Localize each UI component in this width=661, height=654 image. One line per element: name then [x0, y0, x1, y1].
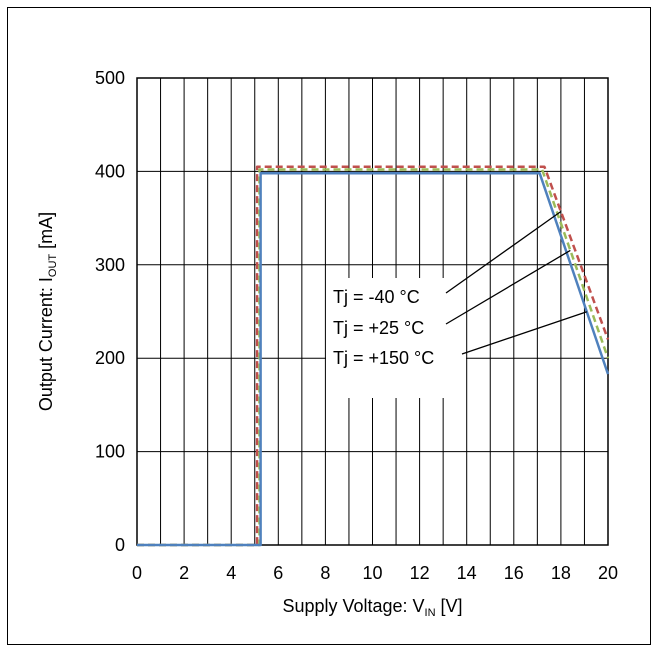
annotation-label: Tj = -40 °C — [333, 287, 420, 307]
annotation-label: Tj = +25 °C — [333, 318, 424, 338]
annotation-leader-line — [461, 311, 588, 355]
x-tick-label: 8 — [320, 563, 330, 583]
x-axis-label: Supply Voltage: VIN [V] — [282, 596, 462, 619]
y-tick-label: 100 — [95, 442, 125, 462]
annotation-label: Tj = +150 °C — [333, 348, 434, 368]
x-tick-label: 0 — [132, 563, 142, 583]
x-tick-label: 12 — [410, 563, 430, 583]
series-lines — [137, 165, 610, 547]
y-tick-labels: 0 100 200 300 400 500 — [95, 68, 125, 555]
y-tick-label: 0 — [115, 535, 125, 555]
plot-area — [136, 77, 609, 546]
grid-lines — [137, 78, 608, 545]
annotation-leader-line — [445, 210, 562, 294]
x-tick-label: 14 — [457, 563, 477, 583]
y-tick-label: 300 — [95, 255, 125, 275]
y-axis-label: Output Current: IOUT [mA] — [36, 212, 59, 411]
series-line-3 — [137, 172, 610, 547]
x-tick-label: 2 — [179, 563, 189, 583]
x-tick-label: 20 — [598, 563, 618, 583]
x-tick-label: 4 — [226, 563, 236, 583]
x-tick-labels: 0 2 4 6 8 10 12 14 16 18 20 — [132, 563, 618, 583]
annotation-leader-line — [445, 249, 571, 325]
x-tick-label: 6 — [273, 563, 283, 583]
series-annotations: Tj = -40 °C Tj = +25 °C Tj = +150 °C — [326, 210, 588, 398]
y-tick-label: 400 — [95, 161, 125, 181]
annotation-background — [326, 278, 466, 398]
y-tick-label: 200 — [95, 348, 125, 368]
x-tick-label: 10 — [362, 563, 382, 583]
y-tick-label: 500 — [95, 68, 125, 88]
x-tick-label: 16 — [504, 563, 524, 583]
x-tick-label: 18 — [551, 563, 571, 583]
